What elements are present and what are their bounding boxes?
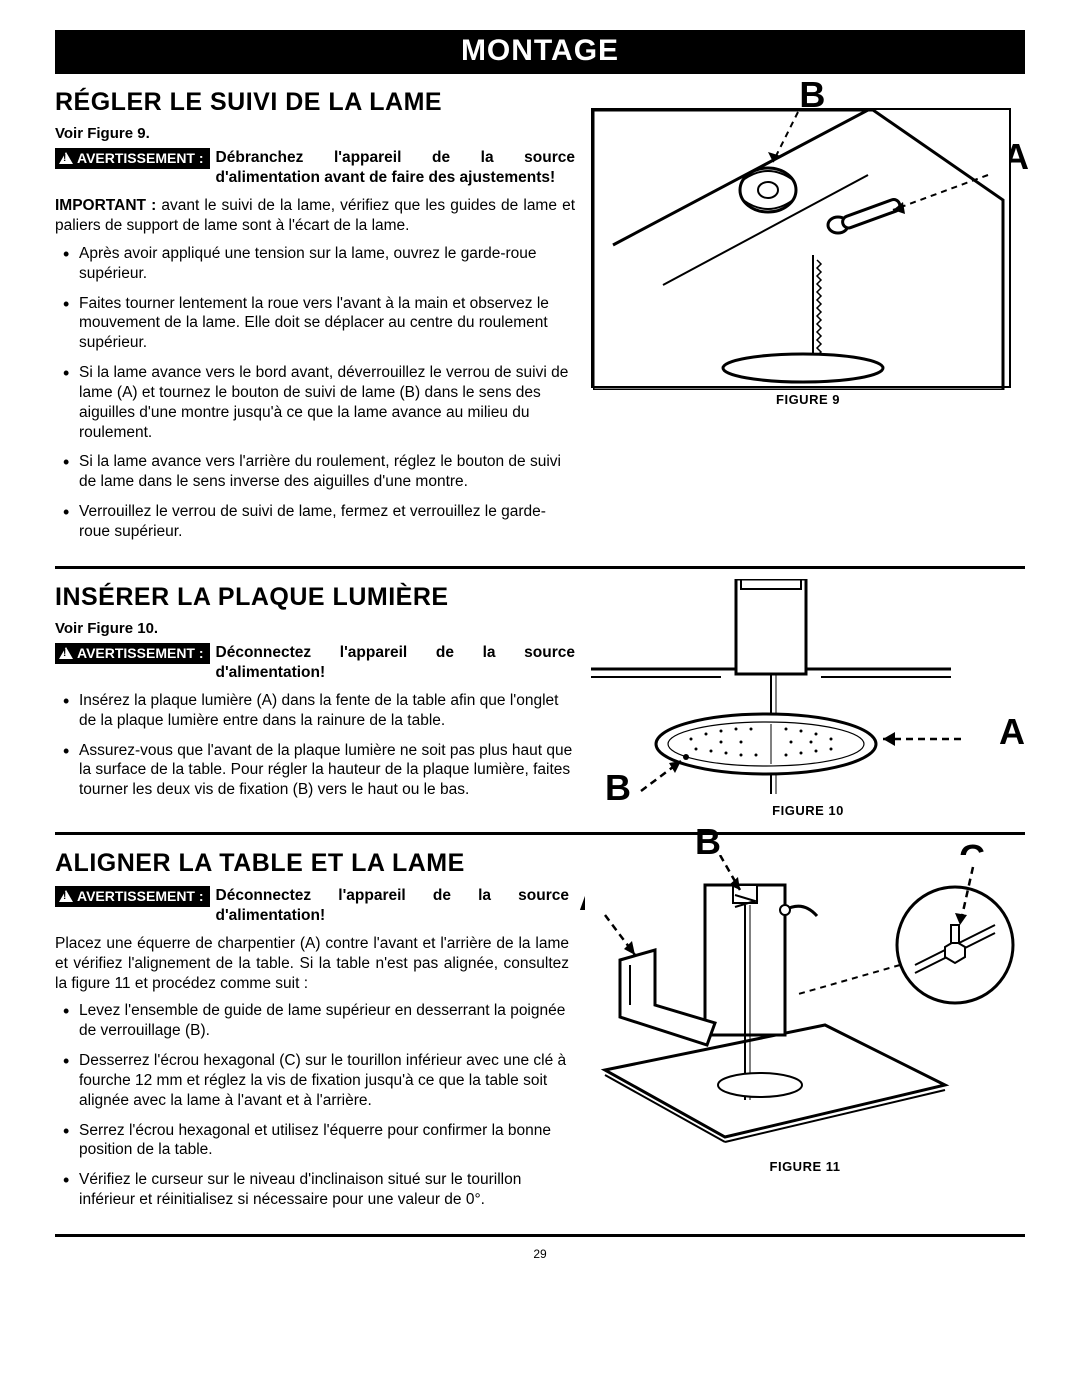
section3-figure-col: B C A	[579, 845, 1025, 1220]
section1-bullets: Après avoir appliqué une tension sur la …	[55, 244, 575, 542]
list-item: Vérifiez le curseur sur le niveau d'incl…	[79, 1170, 569, 1210]
section3-intro: Placez une équerre de charpentier (A) co…	[55, 934, 569, 993]
section2-warning-text: Déconnectez l'appareil de la source d'al…	[216, 643, 575, 683]
section1-see-figure: Voir Figure 9.	[55, 125, 575, 142]
section3-warning: AVERTISSEMENT : Déconnectez l'appareil d…	[55, 886, 569, 926]
section2-bullets: Insérez la plaque lumière (A) dans la fe…	[55, 691, 575, 800]
list-item: Desserrez l'écrou hexagonal (C) sur le t…	[79, 1051, 569, 1110]
list-item: Assurez-vous que l'avant de la plaque lu…	[79, 741, 575, 800]
list-item: Si la lame avance vers l'arrière du roul…	[79, 452, 575, 492]
section1-title: RÉGLER LE SUIVI DE LA LAME	[55, 88, 575, 117]
list-item: Levez l'ensemble de guide de lame supéri…	[79, 1001, 569, 1041]
warning-triangle-icon	[59, 152, 73, 164]
section-insert-plate: INSÉRER LA PLAQUE LUMIÈRE Voir Figure 10…	[55, 579, 1025, 835]
list-item: Si la lame avance vers le bord avant, dé…	[79, 363, 575, 442]
figure-11	[585, 855, 1025, 1155]
page-banner: MONTAGE	[55, 30, 1025, 74]
warning-badge: AVERTISSEMENT :	[55, 643, 210, 664]
section-blade-tracking: RÉGLER LE SUIVI DE LA LAME Voir Figure 9…	[55, 84, 1025, 569]
figure-10	[591, 579, 1011, 799]
figure11-caption: FIGURE 11	[585, 1159, 1025, 1174]
page-number: 29	[55, 1247, 1025, 1261]
warning-badge: AVERTISSEMENT :	[55, 886, 210, 907]
warning-badge: AVERTISSEMENT :	[55, 148, 210, 169]
section1-text-col: RÉGLER LE SUIVI DE LA LAME Voir Figure 9…	[55, 84, 585, 552]
section2-figure-col: A B FIGURE 10	[585, 579, 1025, 818]
section3-title: ALIGNER LA TABLE ET LA LAME	[55, 849, 569, 878]
figure-9	[591, 108, 1011, 388]
section3-bullets: Levez l'ensemble de guide de lame supéri…	[55, 1001, 569, 1209]
section2-see-figure: Voir Figure 10.	[55, 620, 575, 637]
section2-title: INSÉRER LA PLAQUE LUMIÈRE	[55, 583, 575, 612]
figure10-caption: FIGURE 10	[591, 803, 1025, 818]
section1-important: IMPORTANT : avant le suivi de la lame, v…	[55, 196, 575, 236]
section3-text-col: ALIGNER LA TABLE ET LA LAME AVERTISSEMEN…	[55, 845, 579, 1220]
figure10-label-B: B	[605, 767, 631, 809]
list-item: Verrouillez le verrou de suivi de lame, …	[79, 502, 575, 542]
section1-warning: AVERTISSEMENT : Débranchez l'appareil de…	[55, 148, 575, 188]
section2-warning: AVERTISSEMENT : Déconnectez l'appareil d…	[55, 643, 575, 683]
section2-text-col: INSÉRER LA PLAQUE LUMIÈRE Voir Figure 10…	[55, 579, 585, 818]
list-item: Insérez la plaque lumière (A) dans la fe…	[79, 691, 575, 731]
manual-page: MONTAGE RÉGLER LE SUIVI DE LA LAME Voir …	[0, 0, 1080, 1281]
warning-triangle-icon	[59, 647, 73, 659]
section1-figure-col: B A	[585, 84, 1025, 552]
list-item: Serrez l'écrou hexagonal et utilisez l'é…	[79, 1121, 569, 1161]
warning-triangle-icon	[59, 890, 73, 902]
warning-label: AVERTISSEMENT :	[77, 888, 204, 905]
warning-label: AVERTISSEMENT :	[77, 150, 204, 167]
figure9-caption: FIGURE 9	[591, 392, 1025, 407]
warning-label: AVERTISSEMENT :	[77, 645, 204, 662]
figure10-label-A: A	[999, 711, 1025, 753]
section1-warning-text: Débranchez l'appareil de la source d'ali…	[216, 148, 575, 188]
list-item: Après avoir appliqué une tension sur la …	[79, 244, 575, 284]
section-align-table: ALIGNER LA TABLE ET LA LAME AVERTISSEMEN…	[55, 845, 1025, 1237]
list-item: Faites tourner lentement la roue vers l'…	[79, 294, 575, 353]
section3-warning-text: Déconnectez l'appareil de la source d'al…	[216, 886, 569, 926]
